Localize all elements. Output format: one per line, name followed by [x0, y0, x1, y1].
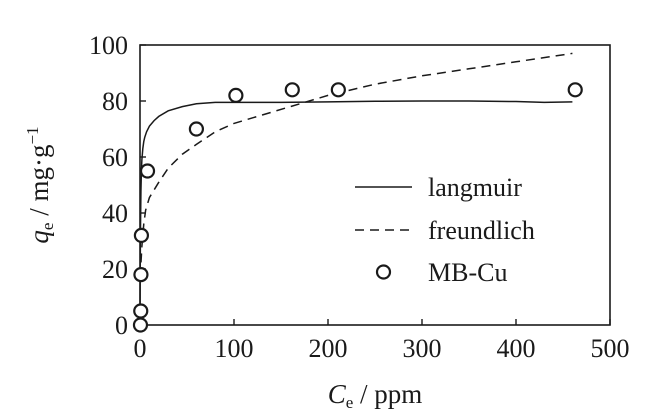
plot-frame	[139, 44, 611, 326]
legend-label: MB-Cu	[428, 258, 507, 287]
data-point	[133, 267, 149, 283]
x-axis-title: Ce / ppm	[328, 379, 423, 412]
legend-label: langmuir	[428, 173, 522, 202]
freundlich-curve	[139, 52, 573, 278]
legend-label: freundlich	[428, 216, 535, 245]
data-point	[330, 82, 346, 98]
y-tick-label: 60	[102, 143, 128, 172]
legend-marker	[375, 264, 392, 280]
y-axis-title: qe / mg·g−1	[23, 126, 57, 243]
data-point	[228, 87, 244, 104]
data-point	[139, 163, 156, 179]
data-point	[133, 227, 150, 243]
data-point	[188, 121, 204, 137]
x-tick-label: 200	[309, 334, 348, 363]
data-point	[567, 82, 583, 98]
langmuir-curve	[139, 100, 573, 326]
data-points	[132, 82, 583, 333]
data-point	[133, 303, 149, 319]
x-tick-label: 100	[215, 334, 254, 363]
y-tick-label: 20	[102, 255, 128, 284]
data-point	[132, 317, 149, 333]
data-point	[284, 82, 300, 98]
y-tick-label: 100	[89, 31, 128, 60]
x-tick-label: 300	[403, 334, 442, 363]
y-tick-label: 80	[102, 87, 128, 116]
axes: 0 100 200 300 400 500 0 20 40 60 80 100	[89, 31, 630, 363]
y-tick-label: 0	[115, 311, 128, 340]
x-tick-label: 500	[591, 334, 630, 363]
y-tick-label: 40	[102, 199, 128, 228]
axis-titles: Ce / ppm qe / mg·g−1	[23, 126, 422, 412]
x-tick-label: 0	[134, 334, 147, 363]
x-tick-label: 400	[497, 334, 536, 363]
legend: langmuir freundlich MB-Cu	[355, 173, 535, 287]
